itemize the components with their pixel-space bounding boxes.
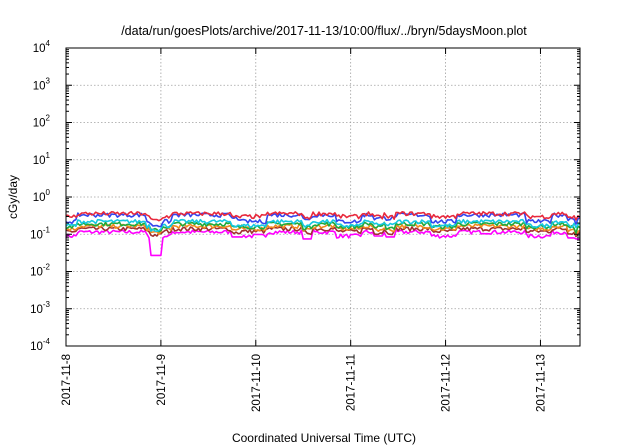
series-line [65,223,581,236]
x-tick-label: 2017-11-11 [346,354,358,411]
y-axis-label: cGy/day [6,175,20,219]
series-line [65,229,580,257]
x-tick-label: 2017-11-9 [156,354,168,406]
y-tick-label: 102 [33,114,51,130]
x-tick-label: 2017-11-13 [535,354,547,412]
x-tick-label: 2017-11-10 [251,354,263,412]
y-tick-label: 10-3 [30,300,50,316]
y-tick-label: 100 [33,188,51,204]
series-line [66,210,581,222]
x-axis-label: Coordinated Universal Time (UTC) [232,431,416,445]
x-tick-label: 2017-11-8 [61,354,73,406]
y-tick-label: 10-2 [30,263,50,279]
series-line [65,218,581,232]
ticks-layer [65,47,580,347]
y-tick-labels: 10-4 10-3 10-2 10-1 100 101 102 103 104 [30,39,50,353]
x-tick-labels: 2017-11-8 2017-11-9 2017-11-10 2017-11-11 20… [61,354,547,412]
y-tick-label: 10-1 [30,225,50,241]
grid-layer [66,48,580,346]
series-layer [65,210,581,257]
x-tick-label: 2017-11-12 [441,354,453,412]
series-line [65,226,581,238]
y-tick-label: 104 [33,39,51,55]
chart-title: /data/run/goesPlots/archive/2017-11-13/1… [121,24,527,38]
y-tick-label: 101 [33,151,51,167]
y-tick-label: 103 [33,76,51,92]
y-tick-label: 10-4 [30,337,50,353]
